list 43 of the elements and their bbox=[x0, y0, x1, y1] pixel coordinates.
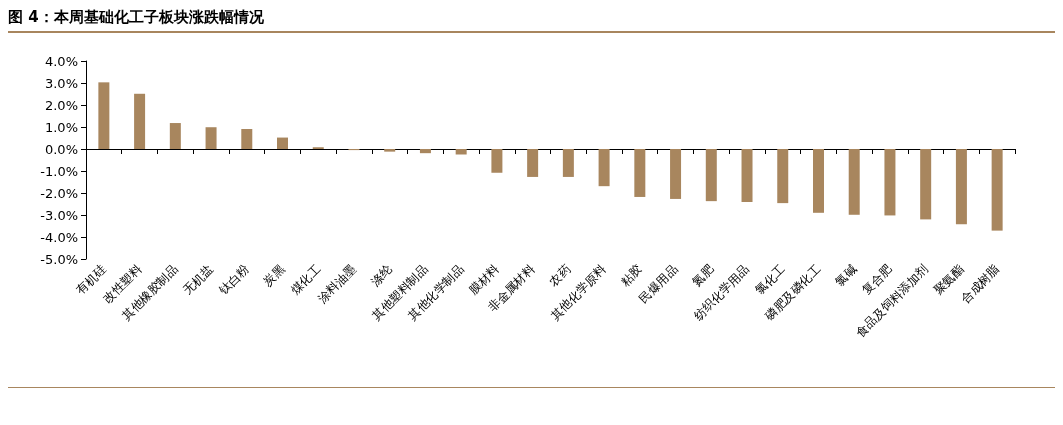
bar bbox=[384, 149, 396, 152]
bar bbox=[205, 127, 217, 149]
bar bbox=[884, 149, 896, 216]
bar bbox=[598, 149, 610, 187]
bar bbox=[491, 149, 503, 173]
y-tick-label: -1.0% bbox=[40, 163, 78, 179]
bar bbox=[455, 149, 467, 155]
x-tick-label: 氯碱 bbox=[832, 262, 860, 289]
y-tick-label: 0.0% bbox=[44, 141, 78, 157]
bar bbox=[527, 149, 539, 177]
bar bbox=[634, 149, 646, 197]
bar bbox=[670, 149, 682, 199]
bar bbox=[777, 149, 789, 204]
bar bbox=[955, 149, 967, 225]
bar bbox=[134, 93, 146, 149]
bar bbox=[812, 149, 824, 213]
x-tick-label: 氮肥 bbox=[689, 262, 717, 289]
x-tick-label: 钛白粉 bbox=[215, 262, 252, 299]
x-tick-label: 粘胶 bbox=[617, 262, 645, 289]
bar bbox=[562, 149, 574, 177]
bar bbox=[848, 149, 860, 215]
y-tick-label: 1.0% bbox=[44, 119, 78, 135]
bar bbox=[920, 149, 932, 220]
x-tick-label: 涤纶 bbox=[367, 262, 395, 289]
bar bbox=[98, 82, 110, 149]
x-tick-label: 炭黑 bbox=[260, 262, 288, 289]
bar bbox=[241, 128, 253, 149]
bar bbox=[705, 149, 717, 202]
y-tick-label: -5.0% bbox=[40, 251, 78, 267]
chart-title: 图 4：本周基础化工子板块涨跌幅情况 bbox=[8, 8, 265, 28]
bar bbox=[991, 149, 1003, 231]
y-tick-label: -4.0% bbox=[40, 229, 78, 245]
bar bbox=[277, 137, 289, 149]
x-tick-label: 农药 bbox=[546, 262, 574, 289]
y-tick-label: 3.0% bbox=[44, 75, 78, 91]
bar bbox=[169, 123, 181, 149]
bar bbox=[419, 149, 431, 154]
y-tick-label: -2.0% bbox=[40, 185, 78, 201]
y-tick-label: 2.0% bbox=[44, 97, 78, 113]
y-tick-label: -3.0% bbox=[40, 207, 78, 223]
y-tick-label: 4.0% bbox=[44, 53, 78, 69]
bar bbox=[741, 149, 753, 203]
x-tick-label: 无机盐 bbox=[180, 262, 217, 298]
